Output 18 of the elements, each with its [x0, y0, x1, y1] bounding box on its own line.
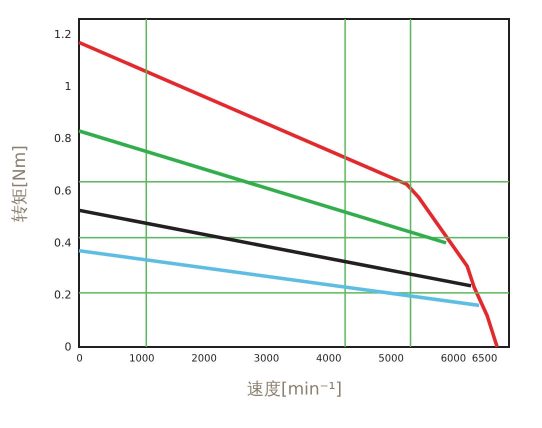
- y-tick-label: 1.2: [54, 28, 72, 42]
- line-series: [77, 40, 499, 349]
- x-tick-label: 4000: [316, 354, 342, 364]
- y-tick-label: 0.4: [54, 236, 72, 250]
- x-axis-title: 速度[min⁻¹]: [246, 380, 342, 400]
- x-tick-label: 6000: [440, 354, 466, 364]
- y-axis-title: 转矩[Nm]: [10, 145, 30, 222]
- y-tick-label: 1: [64, 80, 72, 94]
- x-tick-label: 2000: [191, 354, 217, 364]
- x-tick-label: 5000: [378, 354, 404, 364]
- x-tick-label: 0: [76, 354, 83, 364]
- x-tick-label: 3000: [254, 354, 280, 364]
- y-tick-label: 0.6: [54, 184, 72, 198]
- y-tick-label: 0.8: [54, 132, 72, 146]
- x-tick-label: 6500: [472, 354, 498, 364]
- y-tick-label: 0.2: [54, 288, 72, 302]
- x-tick-label: 1000: [129, 354, 155, 364]
- y-tick-label: 0: [64, 340, 72, 354]
